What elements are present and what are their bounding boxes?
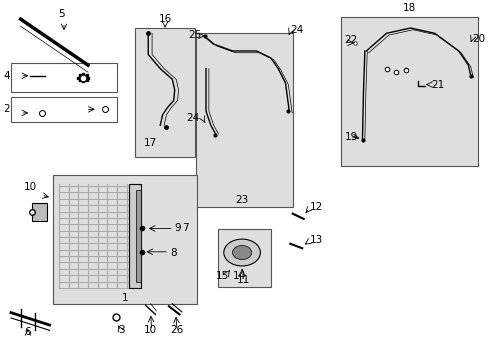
Bar [32,203,46,221]
Text: 19: 19 [344,131,357,141]
Circle shape [232,246,251,260]
Text: 10: 10 [144,325,157,334]
Text: 5: 5 [58,9,65,19]
Text: 6: 6 [24,327,31,337]
Bar [340,17,477,166]
Text: 21: 21 [430,80,444,90]
Text: 22: 22 [344,35,357,45]
Text: 23: 23 [235,195,248,205]
Text: 2: 2 [3,104,10,114]
Text: 26: 26 [170,325,183,334]
Text: 12: 12 [309,202,322,212]
Text: 7: 7 [182,223,188,233]
Text: 9: 9 [174,223,181,233]
Bar [53,175,197,304]
Text: 14: 14 [233,271,246,281]
Bar [11,97,117,122]
Text: 18: 18 [402,3,415,13]
Text: 17: 17 [143,138,157,148]
Text: 4: 4 [3,71,10,81]
Text: 13: 13 [309,235,322,245]
Bar [129,184,141,288]
Bar [11,63,117,92]
Text: 10: 10 [23,183,37,193]
Text: 11: 11 [236,275,249,285]
Text: 16: 16 [158,14,171,24]
Text: 25: 25 [187,30,201,40]
Text: 3: 3 [118,325,125,334]
Text: 24: 24 [290,25,303,35]
Text: 20: 20 [471,33,485,44]
Bar [136,190,141,282]
Text: 15: 15 [216,271,229,281]
Circle shape [224,239,260,266]
Text: 1: 1 [122,293,129,303]
Text: 24: 24 [186,113,199,123]
Bar [196,33,292,207]
Bar [218,229,270,287]
Bar [135,28,195,157]
Text: 8: 8 [169,248,176,257]
